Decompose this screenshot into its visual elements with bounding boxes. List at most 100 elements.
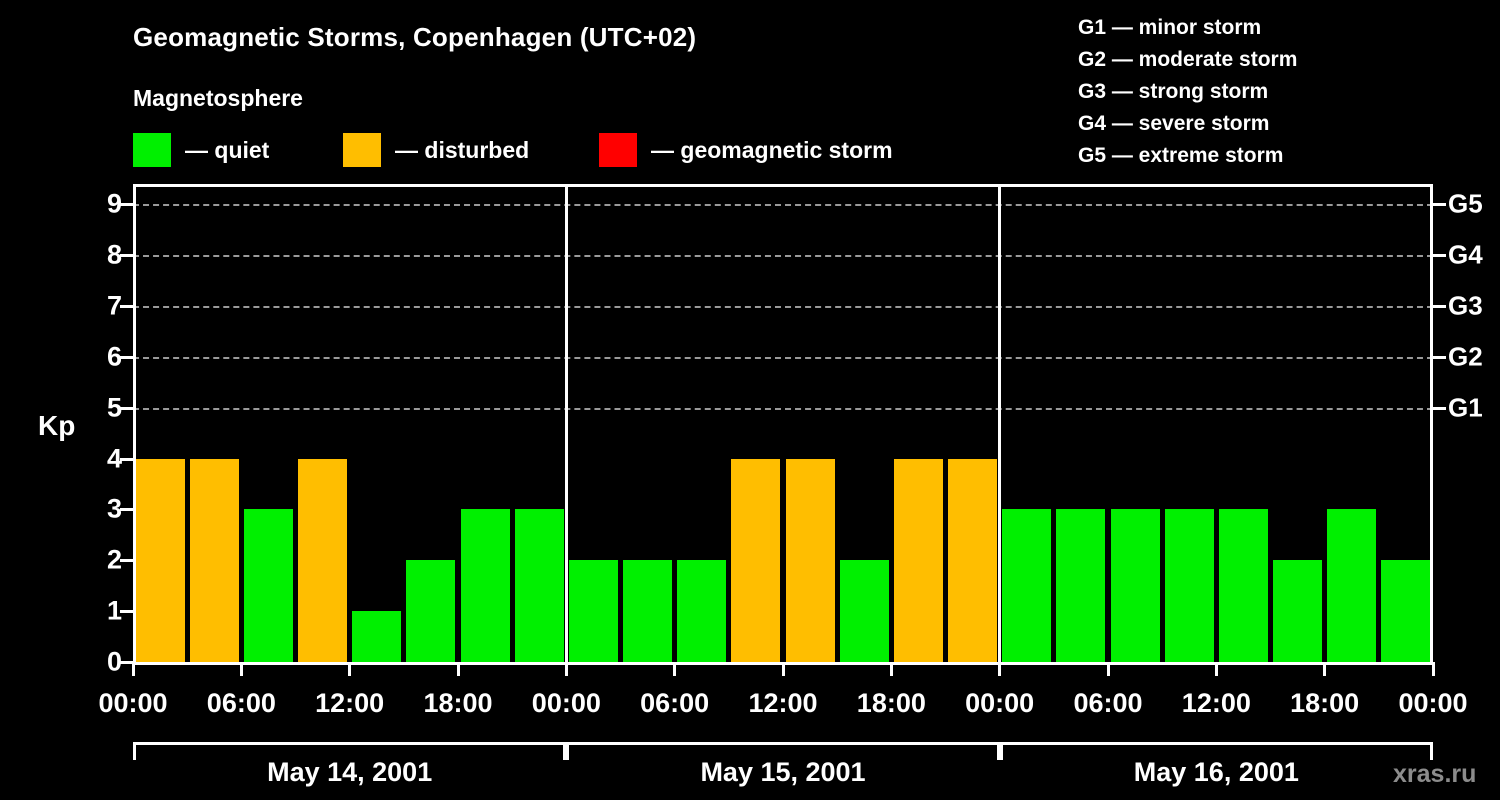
y-axis-tick-mark bbox=[120, 457, 133, 461]
bar bbox=[568, 560, 618, 662]
plot-area bbox=[133, 184, 1433, 665]
bar bbox=[1273, 560, 1323, 662]
bar bbox=[1164, 509, 1214, 662]
watermark: xras.ru bbox=[1393, 760, 1477, 788]
x-axis-tick-mark bbox=[239, 662, 243, 676]
x-axis-tick-mark bbox=[889, 662, 893, 676]
x-axis-tick-label: 06:00 bbox=[206, 688, 276, 718]
x-axis-tick-label: 12:00 bbox=[1181, 688, 1251, 718]
g-scale-tick-mark bbox=[1433, 203, 1446, 207]
gridline bbox=[133, 204, 1433, 207]
plot-border-right bbox=[1430, 184, 1433, 665]
g-scale-tick-label: G3 bbox=[1448, 290, 1483, 321]
y-axis-tick-label: 1 bbox=[106, 595, 122, 626]
g-scale-tick-label: G2 bbox=[1448, 341, 1483, 372]
legend-entry: — disturbed bbox=[343, 130, 529, 170]
y-axis-tick-mark bbox=[120, 355, 133, 359]
date-label: May 16, 2001 bbox=[1133, 757, 1299, 787]
g-scale-tick-mark bbox=[1433, 254, 1446, 258]
plot-border-left bbox=[133, 184, 136, 665]
x-axis-tick-mark bbox=[1214, 662, 1218, 676]
y-axis-tick-label: 8 bbox=[106, 239, 122, 270]
x-axis-tick-label: 00:00 bbox=[1398, 688, 1468, 718]
y-axis-tick-label: 4 bbox=[106, 443, 122, 474]
y-axis-tick-mark bbox=[120, 406, 133, 410]
date-label: May 15, 2001 bbox=[700, 757, 866, 787]
x-axis-tick-label: 00:00 bbox=[98, 688, 168, 718]
g-scale-tick-mark bbox=[1433, 305, 1446, 309]
y-axis-tick-mark bbox=[120, 559, 133, 563]
bar bbox=[1381, 560, 1430, 662]
bar bbox=[677, 560, 727, 662]
y-axis-tick-mark bbox=[120, 610, 133, 614]
date-bracket bbox=[999, 742, 1433, 760]
y-axis-tick-label: 0 bbox=[106, 646, 122, 677]
legend-entry: — quiet bbox=[133, 130, 269, 170]
y-axis-tick-mark bbox=[120, 305, 133, 309]
g-scale-tick-mark bbox=[1433, 406, 1446, 410]
g-scale-legend-item: G5 — extreme storm bbox=[1078, 144, 1284, 167]
legend-color-swatch bbox=[133, 133, 171, 167]
x-axis-tick-label: 00:00 bbox=[531, 688, 601, 718]
g-scale-legend-item: G1 — minor storm bbox=[1078, 16, 1262, 39]
bar bbox=[893, 458, 943, 662]
x-axis-tick-label: 06:00 bbox=[640, 688, 710, 718]
bar bbox=[135, 458, 185, 662]
bar bbox=[1218, 509, 1268, 662]
x-axis-tick-label: 18:00 bbox=[856, 688, 926, 718]
bar bbox=[243, 509, 293, 662]
x-axis-tick-mark bbox=[781, 662, 785, 676]
gridline bbox=[133, 356, 1433, 359]
chart-subtitle: Magnetosphere bbox=[133, 85, 303, 111]
y-axis-tick-mark bbox=[120, 254, 133, 258]
bar bbox=[406, 560, 456, 662]
x-axis-tick-mark bbox=[564, 662, 568, 676]
g-scale-tick-label: G4 bbox=[1448, 239, 1483, 270]
bar bbox=[460, 509, 510, 662]
y-axis-tick-label: 6 bbox=[106, 341, 122, 372]
y-axis-tick-mark bbox=[120, 661, 133, 664]
color-legend: — quiet — disturbed — geomagnetic storm bbox=[133, 130, 1033, 170]
bar bbox=[1327, 509, 1377, 662]
bar bbox=[1002, 509, 1052, 662]
day-separator bbox=[564, 184, 568, 662]
plot-border-top bbox=[133, 184, 1433, 187]
g-scale-tick-label: G1 bbox=[1448, 392, 1483, 423]
legend-label: — quiet bbox=[185, 136, 270, 163]
y-axis-tick-mark bbox=[120, 203, 133, 207]
legend-color-swatch bbox=[343, 133, 381, 167]
bar bbox=[1110, 509, 1160, 662]
g-scale-legend-item: G4 — severe storm bbox=[1078, 112, 1270, 135]
y-axis-tick-label: 2 bbox=[106, 544, 122, 575]
x-axis-tick-label: 18:00 bbox=[1290, 688, 1360, 718]
y-axis-tick-mark bbox=[120, 508, 133, 512]
y-axis-tick-label: 9 bbox=[106, 188, 122, 219]
y-axis-tick-label: 7 bbox=[106, 290, 122, 321]
legend-label: — geomagnetic storm bbox=[651, 136, 893, 163]
x-axis-tick-mark bbox=[998, 662, 1002, 676]
x-axis-tick-mark bbox=[456, 662, 460, 676]
bar bbox=[1056, 509, 1106, 662]
legend-label: — disturbed bbox=[395, 136, 530, 163]
x-axis-tick-mark bbox=[673, 662, 677, 676]
page-title: Geomagnetic Storms, Copenhagen (UTC+02) bbox=[133, 22, 697, 52]
day-separator bbox=[998, 184, 1002, 662]
y-axis-tick-label: 5 bbox=[106, 392, 122, 423]
bar bbox=[785, 458, 835, 662]
x-axis-tick-mark bbox=[348, 662, 352, 676]
bar bbox=[839, 560, 889, 662]
bar bbox=[731, 458, 781, 662]
bar bbox=[298, 458, 348, 662]
x-axis-tick-label: 06:00 bbox=[1073, 688, 1143, 718]
date-bracket bbox=[566, 742, 1000, 760]
bar bbox=[352, 611, 402, 662]
x-axis-tick-label: 18:00 bbox=[423, 688, 493, 718]
gridline bbox=[133, 255, 1433, 258]
g-scale-legend-item: G3 — strong storm bbox=[1078, 80, 1269, 103]
x-axis-tick-label: 12:00 bbox=[748, 688, 818, 718]
g-scale-legend-item: G2 — moderate storm bbox=[1078, 48, 1298, 71]
bar bbox=[948, 458, 998, 662]
gridline bbox=[133, 407, 1433, 410]
x-axis-tick-label: 12:00 bbox=[315, 688, 385, 718]
